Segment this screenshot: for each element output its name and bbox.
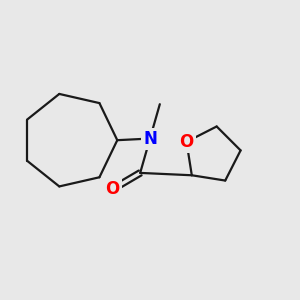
Text: O: O	[105, 180, 119, 198]
Text: O: O	[179, 133, 194, 151]
Text: N: N	[143, 130, 157, 148]
